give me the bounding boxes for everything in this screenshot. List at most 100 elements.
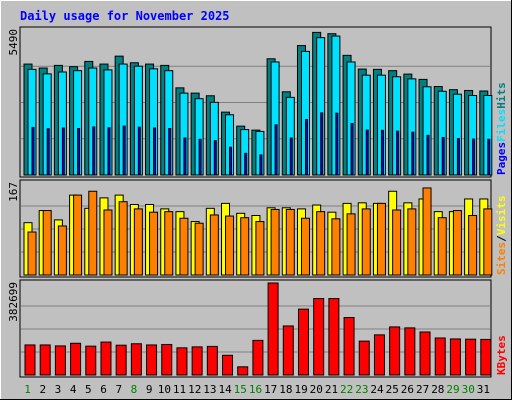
x-tick-label-day-11: 11	[173, 383, 186, 396]
bar-kbytes-day-29	[449, 338, 461, 376]
x-tick-label-day-29: 29	[446, 383, 459, 396]
x-tick-label-day-17: 17	[264, 383, 277, 396]
x-tick-label-day-23: 23	[355, 383, 368, 396]
x-tick-label-day-21: 21	[325, 383, 338, 396]
legend-visits: Visits	[495, 196, 508, 236]
bar-kbytes-day-17	[267, 282, 279, 376]
bar-sites-day-21	[331, 218, 341, 276]
x-tick-label-day-31: 31	[477, 383, 490, 396]
bar-sites-day-7	[118, 201, 128, 276]
bar-pages-day-7	[122, 125, 126, 176]
panel-visits-bars	[23, 187, 493, 276]
bar-sites-day-17	[270, 208, 280, 276]
bar-pages-day-13	[213, 140, 217, 176]
x-tick-label-day-2: 2	[39, 383, 46, 396]
bar-pages-day-27	[426, 134, 430, 176]
panel-hits-legend: PagesFilesHits	[495, 82, 508, 175]
bar-sites-day-18	[285, 208, 295, 276]
legend-files: Files	[495, 109, 508, 142]
bar-sites-day-20	[316, 211, 326, 276]
bar-kbytes-day-15	[237, 366, 249, 376]
panel-hits: 5490 PagesFilesHits	[7, 26, 508, 178]
bar-kbytes-day-1	[24, 344, 36, 376]
x-tick-label-day-12: 12	[188, 383, 201, 396]
x-tick-label-day-14: 14	[218, 383, 232, 396]
chart-panels: 5490 PagesFilesHits 167 Sites/Visits 382699 K…	[7, 26, 508, 378]
legend-pages: Pages	[495, 142, 508, 175]
x-tick-label-day-25: 25	[386, 383, 399, 396]
panel-visits-legend: Sites/Visits	[495, 196, 508, 276]
bar-kbytes-day-22	[343, 317, 355, 376]
bar-sites-day-23	[361, 208, 371, 276]
bar-pages-day-4	[77, 128, 81, 176]
x-tick-label-day-26: 26	[401, 383, 414, 396]
x-tick-label-day-20: 20	[310, 383, 323, 396]
bar-sites-day-5	[88, 190, 98, 276]
bar-sites-day-8	[133, 208, 143, 276]
bar-sites-day-16	[255, 221, 265, 276]
x-tick-label-day-1: 1	[24, 383, 31, 396]
bar-kbytes-day-24	[373, 334, 385, 376]
bar-pages-day-17	[274, 124, 278, 176]
panel-visits-ymax-label: 167	[7, 182, 20, 202]
bar-kbytes-day-27	[419, 331, 431, 376]
bar-sites-day-25	[392, 209, 402, 276]
panel-kbytes: 382699 KBytes	[7, 279, 508, 378]
x-tick-label-day-22: 22	[340, 383, 353, 396]
bar-pages-day-25	[396, 130, 400, 176]
panel-hits-ymax-label: 5490	[7, 29, 20, 56]
bar-pages-day-5	[92, 126, 96, 176]
bar-kbytes-day-4	[70, 342, 82, 376]
bar-kbytes-day-13	[206, 345, 218, 376]
panel-kbytes-legend: KBytes	[495, 335, 508, 375]
x-tick-label-day-27: 27	[416, 383, 429, 396]
bar-kbytes-day-26	[404, 327, 416, 376]
x-axis-day-labels: 1 2 3 4 5 6 7 8 9 10 11 12 13 14 15 16 17 18 19 20 21 22 23 24 2…	[24, 383, 490, 396]
bar-pages-day-12	[198, 138, 202, 176]
bar-sites-day-31	[483, 208, 493, 276]
bar-pages-day-26	[411, 131, 415, 176]
bar-sites-day-2	[42, 210, 52, 276]
bar-pages-day-16	[259, 154, 263, 176]
bar-sites-day-11	[179, 217, 189, 276]
x-tick-label-day-10: 10	[158, 383, 171, 396]
bar-pages-day-30	[472, 138, 476, 176]
bar-sites-day-6	[103, 209, 113, 276]
bar-pages-day-10	[168, 128, 172, 176]
panel-kbytes-ymax-label: 382699	[7, 282, 20, 322]
bar-kbytes-day-5	[85, 345, 97, 376]
bar-kbytes-day-3	[54, 345, 66, 376]
legend-sites: Sites	[495, 242, 508, 275]
x-tick-label-day-3: 3	[55, 383, 62, 396]
bar-kbytes-day-8	[130, 343, 142, 376]
x-tick-label-day-30: 30	[462, 383, 475, 396]
bar-sites-day-3	[57, 225, 67, 276]
legend-hits: Hits	[495, 82, 508, 109]
x-tick-label-day-24: 24	[370, 383, 384, 396]
bar-kbytes-day-31	[480, 338, 492, 376]
bar-pages-day-24	[380, 129, 384, 176]
bar-kbytes-day-18	[282, 325, 294, 376]
panel-visits: 167 Sites/Visits	[7, 179, 508, 278]
x-tick-label-day-7: 7	[115, 383, 122, 396]
bar-sites-day-28	[437, 217, 447, 276]
x-tick-label-day-13: 13	[203, 383, 216, 396]
bar-pages-day-20	[320, 112, 324, 176]
bar-kbytes-day-9	[146, 344, 158, 376]
x-tick-label-day-15: 15	[234, 383, 247, 396]
bar-sites-day-26	[407, 208, 417, 276]
chart-title: Daily usage for November 2025	[20, 9, 230, 23]
bar-pages-day-14	[229, 146, 233, 176]
x-tick-label-day-19: 19	[294, 383, 307, 396]
bar-sites-day-22	[346, 213, 356, 276]
bar-pages-day-9	[153, 127, 157, 176]
bar-pages-day-2	[46, 128, 50, 176]
x-tick-label-day-5: 5	[85, 383, 92, 396]
bar-pages-day-28	[441, 136, 445, 176]
bar-pages-day-3	[61, 127, 65, 176]
bar-kbytes-day-21	[328, 298, 340, 376]
x-tick-label-day-18: 18	[279, 383, 292, 396]
x-tick-label-day-9: 9	[146, 383, 153, 396]
bar-kbytes-day-19	[297, 308, 309, 376]
